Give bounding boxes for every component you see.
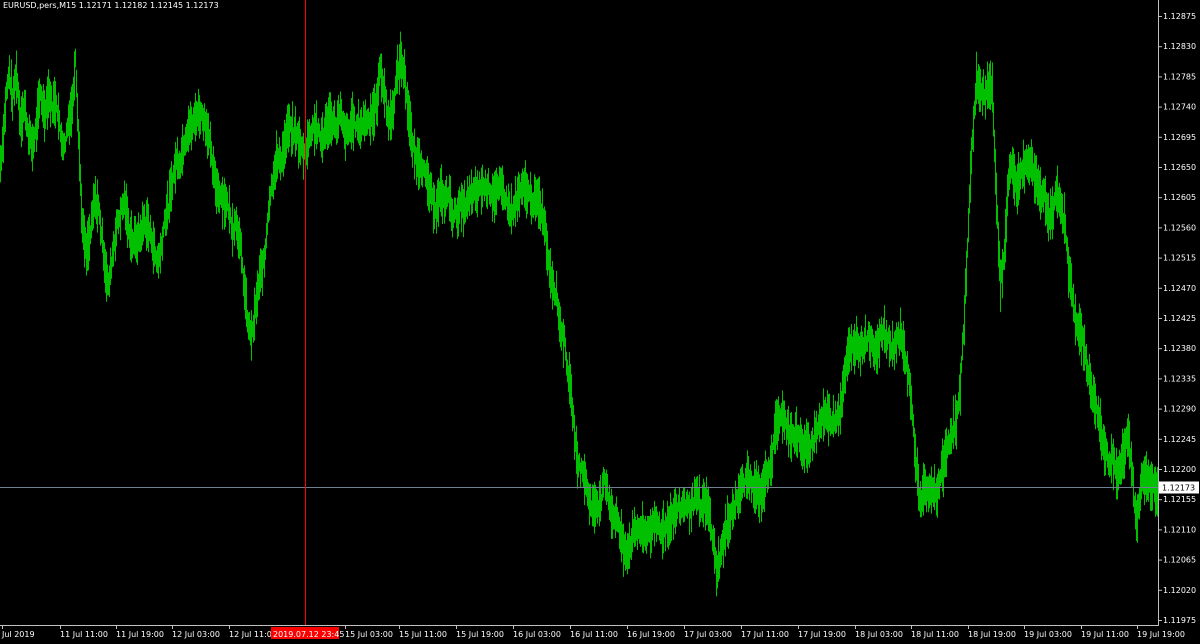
time-tick-label: Jul 2019 [1, 630, 35, 639]
time-tick-label: 19 Jul 03:00 [1024, 630, 1072, 639]
price-tick-label: 1.12245 [1163, 435, 1196, 444]
ohlc-values: 1.12171 1.12182 1.12145 1.12173 [78, 1, 219, 10]
time-tick-label: 12 Jul 11:00 [229, 630, 277, 639]
time-tick-label: 16 Jul 19:00 [627, 630, 675, 639]
price-tick-label: 1.12110 [1163, 525, 1196, 534]
time-tick-label: 18 Jul 03:00 [855, 630, 903, 639]
time-tick-label: 19 Jul 19:00 [1137, 630, 1185, 639]
price-tick-label: 1.12155 [1163, 495, 1196, 504]
time-tick-label: 15 Jul 03:00 [345, 630, 393, 639]
price-tick-label: 1.12830 [1163, 42, 1196, 51]
price-tick-label: 1.12650 [1163, 163, 1196, 172]
price-tick-label: 1.12515 [1163, 254, 1196, 263]
price-tick-label: 1.12200 [1163, 465, 1196, 474]
price-tick-label: 1.12380 [1163, 344, 1196, 353]
price-tick-label: 1.12785 [1163, 72, 1196, 81]
crosshair-time-label: 2019.07.12 23:45 [273, 630, 344, 639]
time-tick-label: 16 Jul 03:00 [513, 630, 561, 639]
price-bars [0, 31, 1158, 597]
price-tick-label: 1.12605 [1163, 193, 1196, 202]
price-tick-label: 1.12335 [1163, 374, 1196, 383]
price-tick-label: 1.11975 [1163, 616, 1196, 625]
time-tick-label: 18 Jul 19:00 [968, 630, 1016, 639]
price-tick-label: 1.12695 [1163, 133, 1196, 142]
price-tick-label: 1.12020 [1163, 586, 1196, 595]
price-tick-label: 1.12470 [1163, 284, 1196, 293]
time-tick-label: 15 Jul 11:00 [399, 630, 447, 639]
chart-header: EURUSD,pers,M15 1.12171 1.12182 1.12145 … [3, 1, 219, 10]
time-tick-label: 11 Jul 19:00 [116, 630, 164, 639]
time-tick-label: 16 Jul 11:00 [570, 630, 618, 639]
price-tick-label: 1.12560 [1163, 223, 1196, 232]
price-tick-label: 1.12875 [1163, 12, 1196, 21]
bid-price-label: 1.12173 [1162, 484, 1195, 493]
time-tick-label: 11 Jul 11:00 [60, 630, 108, 639]
symbol-label: EURUSD,pers,M15 [3, 1, 77, 10]
bid-price-label-box [1159, 481, 1199, 494]
time-tick-label: 17 Jul 03:00 [684, 630, 732, 639]
time-tick-label: 18 Jul 11:00 [911, 630, 959, 639]
time-tick-label: 12 Jul 03:00 [172, 630, 220, 639]
time-tick-label: 19 Jul 11:00 [1081, 630, 1129, 639]
price-tick-label: 1.12290 [1163, 405, 1196, 414]
crosshair-time-label-box [271, 627, 339, 639]
price-tick-label: 1.12425 [1163, 314, 1196, 323]
price-tick-label: 1.12065 [1163, 556, 1196, 565]
price-tick-label: 1.12740 [1163, 103, 1196, 112]
time-tick-label: 15 Jul 19:00 [456, 630, 504, 639]
time-tick-label: 17 Jul 19:00 [798, 630, 846, 639]
time-tick-label: 17 Jul 11:00 [741, 630, 789, 639]
